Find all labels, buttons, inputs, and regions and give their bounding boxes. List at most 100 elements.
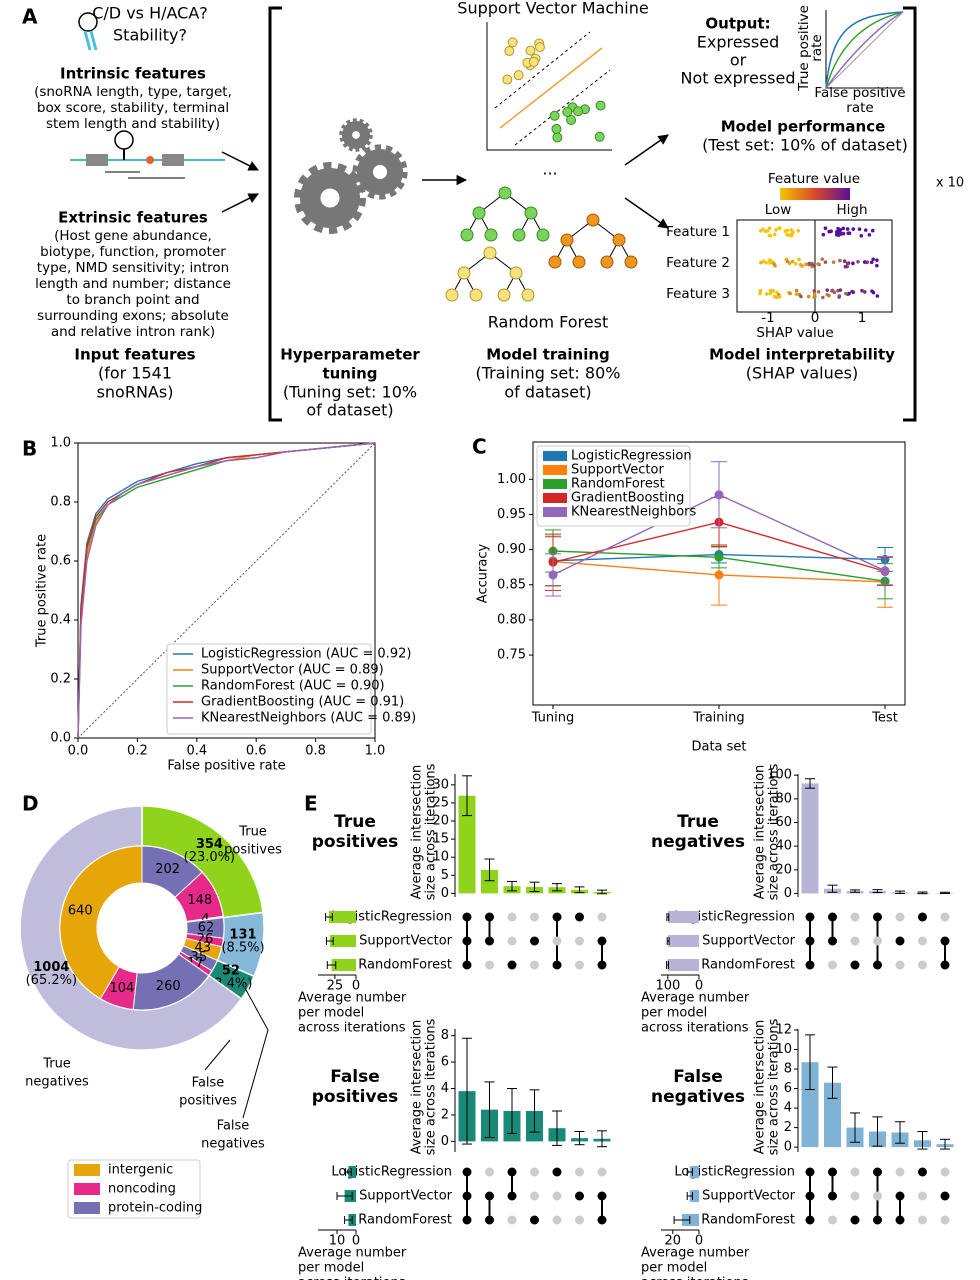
hairpin-icon <box>78 12 98 32</box>
matrix-dot <box>918 1215 927 1225</box>
matrix-dot <box>895 960 905 970</box>
slice-percent: (8.5%) <box>221 941 264 956</box>
matrix-dot <box>507 960 517 970</box>
x-tick-label: 0.2 <box>127 744 148 759</box>
matrix-dot <box>552 912 562 922</box>
matrix-dot <box>850 1191 860 1201</box>
x-axis-label: across iterations <box>641 1021 749 1036</box>
set-bar <box>667 959 699 971</box>
matrix-dot <box>597 936 607 946</box>
tree-node <box>484 228 498 242</box>
shap-point <box>794 262 798 266</box>
set-label: SupportVector <box>702 934 795 949</box>
inner-value: 640 <box>68 904 93 919</box>
tuning-text: of dataset) <box>306 401 393 420</box>
shap-point <box>838 288 843 292</box>
svm-margin <box>494 31 591 109</box>
svm-point <box>502 74 513 85</box>
inner-value: 62 <box>198 920 215 935</box>
matrix-dot <box>805 960 815 970</box>
matrix-dot <box>873 1215 882 1225</box>
matrix-dot <box>507 1191 517 1201</box>
bar <box>801 783 819 894</box>
legend-label: RandomForest <box>571 477 665 492</box>
y-tick-label: 2 <box>784 1120 792 1135</box>
y-tick-label: 0.85 <box>497 577 526 592</box>
shap-point <box>875 258 879 263</box>
shap-point <box>791 230 795 234</box>
upset-title: False <box>330 1067 380 1087</box>
matrix-dot <box>597 960 607 970</box>
y-tick-label: 0.90 <box>497 542 526 557</box>
shap-point <box>764 292 769 296</box>
shap-tick: 1 <box>858 310 867 326</box>
shap-point <box>806 294 811 299</box>
shap-point <box>807 261 812 266</box>
matrix-dot <box>552 1191 562 1201</box>
shap-point <box>768 258 772 262</box>
tree-node <box>548 255 562 269</box>
arrow <box>624 134 669 166</box>
shap-point <box>856 259 860 264</box>
legend-label: intergenic <box>108 1163 173 1178</box>
shap-point <box>870 228 875 233</box>
inset-xlabel: rate <box>846 100 873 116</box>
shap-point <box>862 260 867 264</box>
extrinsic-title: Extrinsic features <box>58 209 208 227</box>
intrinsic-text: (snoRNA length, type, target, <box>34 84 232 100</box>
point <box>714 570 724 580</box>
rf-title: Random Forest <box>488 313 608 332</box>
inset-curve <box>825 11 904 89</box>
shap-point <box>863 228 868 232</box>
upset-title: negatives <box>651 1087 745 1107</box>
matrix-dot <box>918 936 927 946</box>
svm-point <box>562 107 573 118</box>
inset-curve <box>825 11 904 89</box>
matrix-dot <box>828 960 837 970</box>
shap-point <box>787 261 792 265</box>
tree-node <box>497 288 511 302</box>
performance-title: Model performance <box>721 118 886 136</box>
legend-label: protein-coding <box>108 1201 202 1216</box>
x-tick-label: 0.6 <box>246 744 267 759</box>
matrix-dot <box>895 936 905 946</box>
shap-point <box>869 260 874 265</box>
inner-value: 202 <box>155 862 180 877</box>
tree-node <box>469 288 483 302</box>
exon <box>162 154 184 166</box>
x-tick-label: 25 <box>327 979 344 994</box>
high-label: High <box>836 202 867 218</box>
shap-point <box>838 258 842 263</box>
tree-node <box>509 266 523 280</box>
legend-box <box>536 445 691 527</box>
inner-value: 4 <box>201 912 209 927</box>
upset-title: True <box>677 812 719 832</box>
shap-point <box>797 257 801 262</box>
x-axis-label: per model <box>298 1261 364 1276</box>
colorbar <box>780 188 850 200</box>
matrix-dot <box>462 960 472 970</box>
matrix-dot <box>597 1167 607 1177</box>
y-axis-label: size across iterations <box>424 763 439 900</box>
x-tick-label: 20 <box>665 1234 682 1249</box>
shap-point <box>823 260 828 264</box>
slice-label: False <box>217 1119 250 1134</box>
set-label: LogisticRegression <box>674 910 795 925</box>
legend-label: RandomForest (AUC = 0.90) <box>201 679 385 694</box>
shap-point <box>764 260 768 265</box>
matrix-dot <box>873 1191 882 1201</box>
shap-point <box>875 263 879 268</box>
extrinsic-text: to branch point and <box>66 292 199 308</box>
tree-node <box>572 255 586 269</box>
upset-title: positives <box>312 1087 398 1107</box>
svm-axes <box>486 22 612 151</box>
tree-node <box>524 206 538 220</box>
shap-point <box>846 231 850 235</box>
shap-point <box>772 232 777 237</box>
slice-label: positives <box>224 843 282 858</box>
x-axis-label: per model <box>641 1006 707 1021</box>
legend-swatch <box>543 465 567 475</box>
matrix-dot <box>940 912 950 922</box>
svm-point <box>549 110 560 121</box>
y-tick-label: 0.0 <box>50 731 71 746</box>
